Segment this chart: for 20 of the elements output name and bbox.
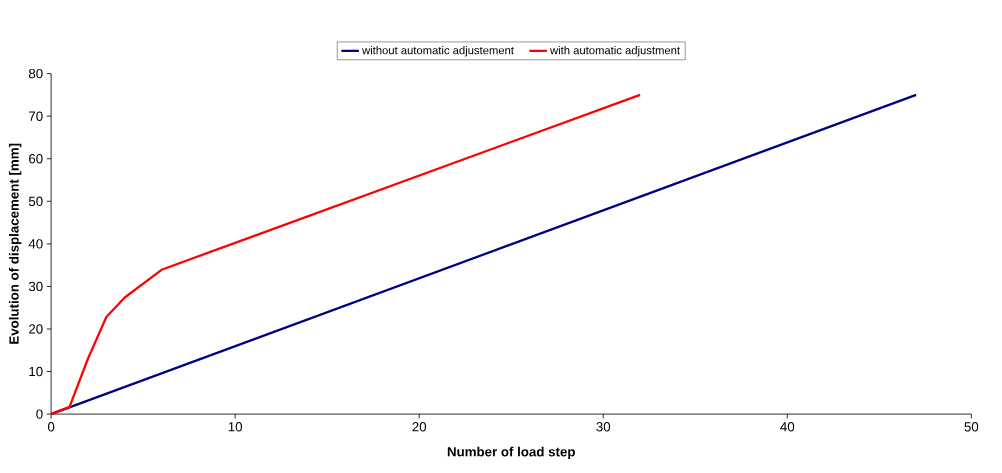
x-tick-label: 20 [412, 421, 427, 432]
y-axis-title: Evolution of displacement [mm] [8, 143, 22, 344]
x-axis-title: Number of load step [447, 446, 575, 459]
y-tick-label: 60 [29, 153, 43, 164]
x-tick-label: 30 [596, 421, 611, 432]
x-tick-label: 40 [780, 421, 795, 432]
y-tick-label: 0 [36, 409, 43, 419]
x-tick-label: 10 [228, 421, 243, 432]
y-tick-label: 80 [28, 68, 43, 79]
y-tick-label: 40 [28, 238, 43, 249]
y-tick-label: 50 [28, 196, 43, 206]
y-tick-label: 30 [28, 281, 43, 291]
x-tick-label: 0 [47, 421, 55, 432]
legend-label: with automatic adjustment [550, 45, 680, 57]
x-tick-label: 50 [964, 421, 979, 432]
y-tick-label: 10 [29, 366, 43, 377]
line-series [49, 93, 642, 416]
y-tick-label: 20 [29, 324, 43, 334]
y-tick-label: 70 [29, 111, 43, 121]
legend-label: without automatic adjustement [362, 45, 514, 57]
